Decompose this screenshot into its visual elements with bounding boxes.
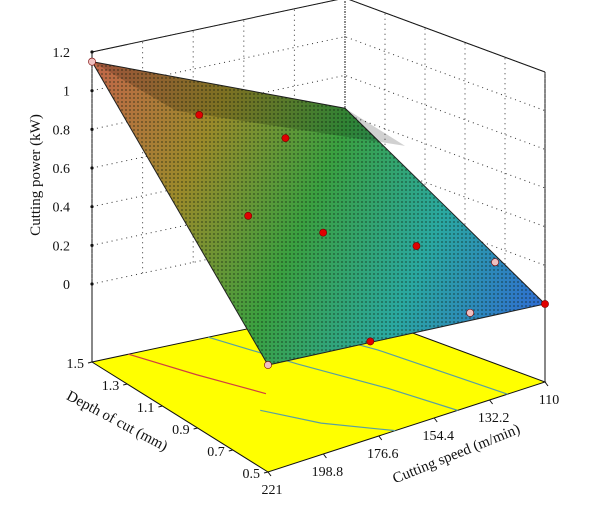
grid-line-z [91, 74, 546, 150]
z-tick-mark [90, 89, 94, 93]
design-point [281, 134, 290, 142]
y-tick-label: 0.7 [207, 445, 225, 460]
design-point [264, 361, 272, 369]
grid-line-z [91, 36, 546, 112]
x-tick-label: 198.8 [312, 465, 344, 480]
z-tick-mark [90, 205, 94, 209]
x-tick-mark [378, 435, 383, 441]
z-tick-label: 0.2 [53, 239, 71, 254]
x-tick-label: 132.2 [478, 411, 510, 426]
x-axis-label: Cutting speed (m/min) [391, 421, 523, 487]
z-tick-label: 0 [63, 278, 70, 293]
z-tick-mark [90, 282, 94, 286]
z-tick-label: 0.8 [53, 123, 71, 138]
design-point [491, 258, 499, 267]
design-point [466, 308, 475, 317]
y-axis-ticks: 0.5 0.7 0.9 1.1 1.3 1.5 [67, 357, 269, 482]
contour-line [260, 409, 396, 432]
design-point [195, 111, 204, 119]
y-tick-label: 1.1 [137, 401, 155, 416]
x-tick-mark [267, 471, 272, 477]
design-point [541, 300, 549, 308]
z-tick-mark [90, 243, 94, 247]
z-tick-label: 1 [63, 85, 70, 100]
x-tick-mark [489, 399, 494, 405]
grid-line-z [91, 152, 546, 228]
y-tick-mark [193, 427, 198, 430]
design-points [88, 57, 549, 369]
design-point [319, 228, 328, 237]
y-tick-label: 1.5 [67, 357, 85, 372]
x-tick-mark [433, 417, 438, 423]
y-tick-label: 1.3 [102, 379, 120, 394]
design-point [88, 57, 96, 66]
surface-shade [92, 61, 405, 146]
grid-line-z [91, 0, 546, 73]
response-surface [91, 60, 547, 366]
grid-line-z [91, 113, 546, 189]
z-tick-mark [90, 127, 94, 131]
x-tick-mark [322, 453, 327, 459]
z-tick-mark [90, 166, 94, 170]
y-tick-mark [228, 449, 233, 452]
x-tick-label: 154.4 [422, 429, 454, 444]
x-axis-ticks: 110 132.2 154.4 176.6 198.8 221 [262, 381, 559, 498]
design-point [366, 337, 375, 346]
z-tick-label: 0.4 [53, 201, 71, 216]
z-tick-label: 0.6 [53, 162, 71, 177]
y-tick-mark [158, 405, 163, 408]
x-tick-label: 176.6 [367, 447, 399, 462]
contour-line [208, 336, 458, 411]
contour-line [128, 353, 267, 395]
design-point [412, 242, 421, 250]
x-tick-label: 110 [539, 393, 559, 408]
x-tick-label: 221 [262, 483, 283, 498]
z-axis-label: Cutting power (kW) [28, 114, 44, 236]
box-edge-top-left [91, 0, 339, 53]
surface-mesh [92, 61, 545, 366]
z-tick-mark [90, 50, 94, 54]
z-axis-ticks: 0 0.2 0.4 0.6 0.8 1 1.2 [53, 46, 94, 293]
z-tick-label: 1.2 [53, 46, 71, 61]
x-tick-mark [544, 381, 549, 387]
y-tick-mark [263, 471, 269, 474]
y-tick-mark [87, 361, 93, 364]
design-point [244, 211, 253, 220]
y-tick-label: 0.9 [172, 423, 190, 438]
y-tick-mark [123, 383, 128, 386]
y-tick-label: 0.5 [243, 467, 261, 482]
